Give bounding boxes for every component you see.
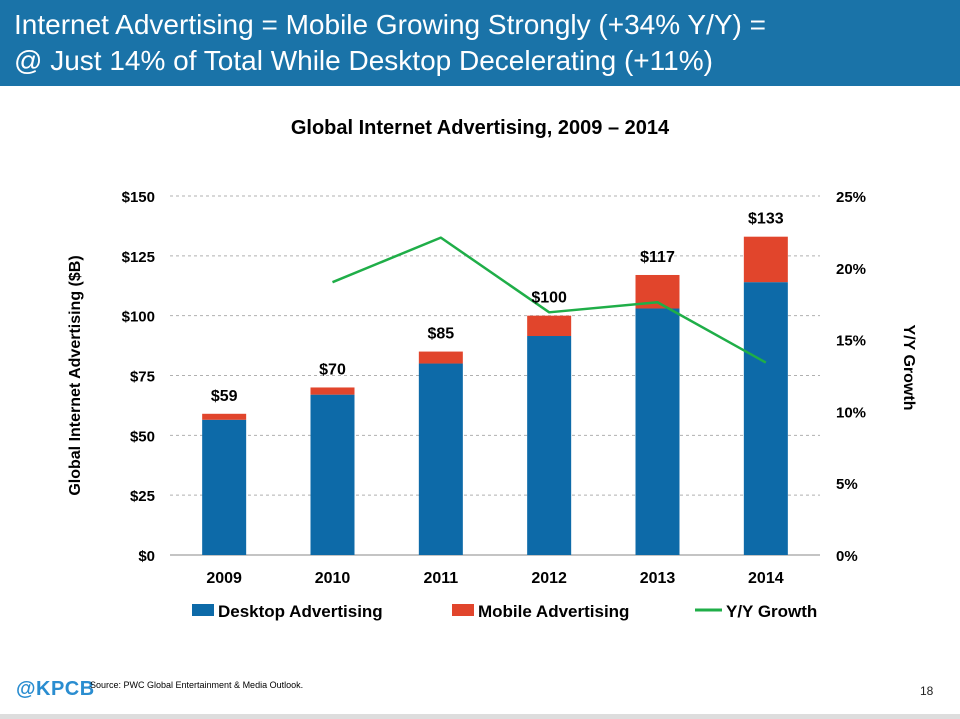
y-tick-label: $150 (122, 189, 155, 206)
legend-growth-label: Y/Y Growth (726, 602, 817, 621)
desktop-bar (743, 282, 788, 555)
y-tick-label: $50 (130, 428, 155, 445)
x-tick-label: 2010 (315, 570, 351, 587)
y-tick-label: $25 (130, 488, 155, 505)
x-tick-label: 2009 (206, 570, 242, 587)
legend-mobile-swatch (452, 604, 474, 616)
y-tick-label: $75 (130, 369, 155, 386)
mobile-bar (527, 315, 572, 337)
y-right-tick-label: 25% (836, 189, 866, 206)
x-tick-label: 2014 (748, 570, 784, 587)
desktop-bar (310, 394, 355, 555)
y-right-axis-title: Y/Y Growth (900, 325, 917, 411)
bar-total-label: $100 (531, 290, 567, 307)
x-tick-label: 2011 (423, 570, 458, 587)
y-tick-label: $100 (122, 309, 155, 326)
y-right-tick-label: 5% (836, 476, 858, 493)
kpcb-logo: @KPCB (16, 678, 95, 700)
bottom-divider (0, 714, 960, 719)
bar-total-label: $117 (640, 249, 675, 266)
bar-total-label: $59 (211, 388, 238, 405)
bar-total-label: $133 (748, 211, 784, 228)
desktop-bar (635, 308, 680, 555)
mobile-bar (418, 351, 463, 364)
chart-title: Global Internet Advertising, 2009 – 2014 (291, 117, 670, 139)
y-tick-label: $125 (122, 249, 155, 266)
source-note: Source: PWC Global Entertainment & Media… (90, 680, 304, 690)
y-right-tick-label: 15% (836, 333, 866, 350)
legend-desktop-swatch (192, 604, 214, 616)
y-right-tick-label: 0% (836, 548, 858, 565)
y-right-tick-label: 10% (836, 404, 866, 421)
legend-mobile-label: Mobile Advertising (478, 602, 629, 621)
desktop-bar (202, 419, 247, 555)
mobile-bar (743, 236, 788, 283)
desktop-bar (527, 336, 572, 555)
page-number: 18 (920, 684, 934, 698)
y-tick-label: $0 (138, 548, 155, 565)
x-tick-label: 2013 (640, 570, 676, 587)
bar-total-label: $85 (427, 326, 454, 343)
x-tick-label: 2012 (531, 570, 567, 587)
slide-title-line-2: @ Just 14% of Total While Desktop Decele… (14, 45, 713, 76)
bar-total-label: $70 (319, 361, 346, 378)
legend-desktop-label: Desktop Advertising (218, 602, 383, 621)
mobile-bar (202, 413, 247, 420)
desktop-bar (418, 363, 463, 555)
y-axis-title: Global Internet Advertising ($B) (67, 255, 84, 495)
mobile-bar (310, 387, 355, 395)
title-banner: Internet Advertising = Mobile Growing St… (0, 0, 960, 86)
slide-title-line-1: Internet Advertising = Mobile Growing St… (14, 9, 766, 40)
y-right-tick-label: 20% (836, 261, 866, 278)
